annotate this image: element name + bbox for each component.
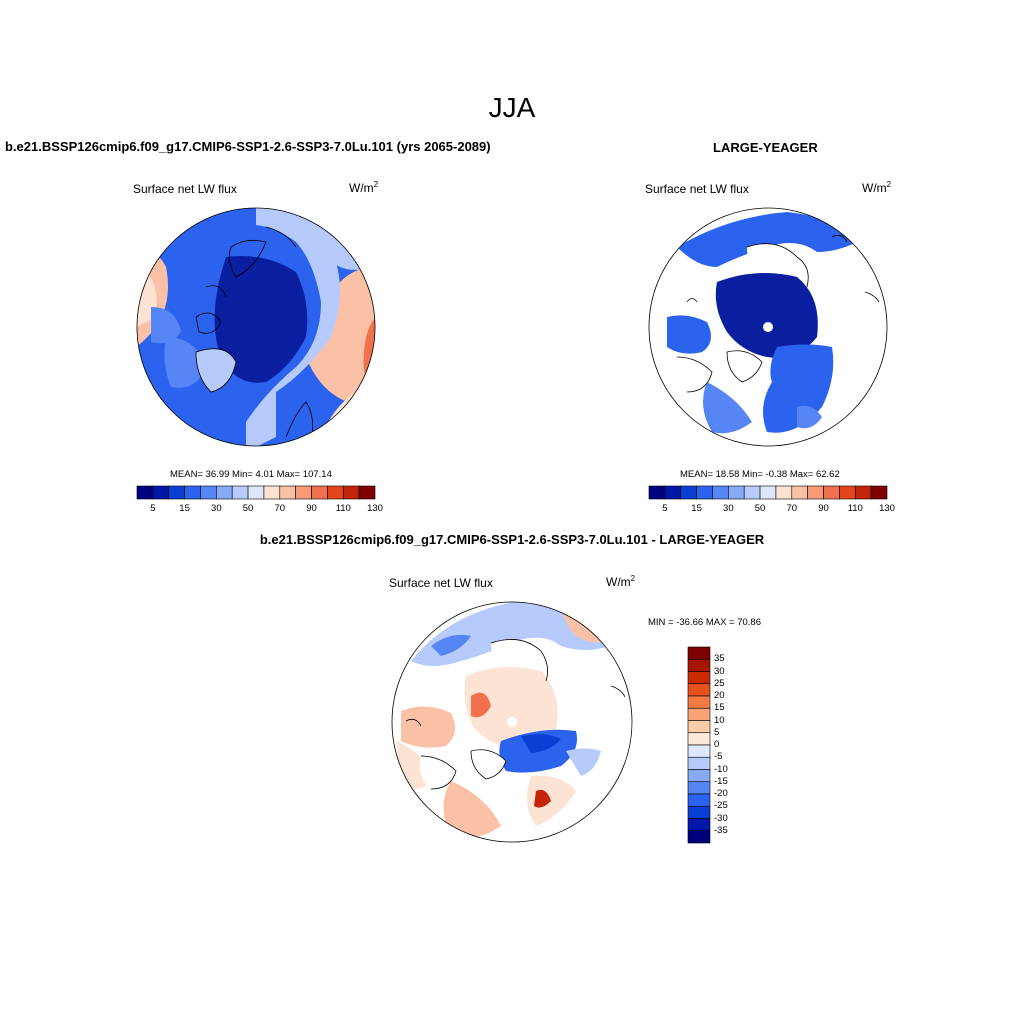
colorbar-swatch bbox=[279, 485, 296, 500]
colorbar-swatch bbox=[311, 485, 328, 500]
colorbar-swatch bbox=[775, 485, 793, 500]
colorbar-tick-label: 70 bbox=[274, 503, 286, 514]
colorbar-swatch bbox=[687, 744, 711, 758]
colorbar-swatch bbox=[295, 485, 312, 500]
colorbar-swatch bbox=[358, 485, 376, 500]
obs-colorbar bbox=[648, 485, 888, 500]
colorbar-swatch bbox=[712, 485, 729, 500]
colorbar-tick-label: -30 bbox=[714, 812, 728, 824]
colorbar-tick-label: 50 bbox=[754, 503, 766, 514]
obs-polar-map bbox=[648, 207, 888, 447]
colorbar-tick-label: 30 bbox=[714, 665, 725, 677]
colorbar-swatch bbox=[200, 485, 217, 500]
obs-variable-label: Surface net LW flux bbox=[645, 182, 749, 196]
colorbar-swatch bbox=[216, 485, 233, 500]
colorbar-tick-label: 50 bbox=[242, 503, 254, 514]
colorbar-tick-label: -35 bbox=[714, 824, 728, 836]
colorbar-swatch bbox=[759, 485, 777, 500]
colorbar-swatch bbox=[728, 485, 745, 500]
colorbar-swatch bbox=[687, 793, 711, 807]
colorbar-tick-label: 130 bbox=[367, 503, 383, 514]
colorbar-swatch bbox=[687, 756, 711, 770]
colorbar-tick-label: 15 bbox=[714, 702, 725, 714]
colorbar-swatch bbox=[680, 485, 697, 500]
colorbar-swatch bbox=[136, 485, 154, 500]
colorbar-tick-label: -15 bbox=[714, 775, 728, 787]
colorbar-swatch bbox=[687, 683, 711, 697]
colorbar-tick-label: 90 bbox=[306, 503, 317, 514]
colorbar-swatch bbox=[247, 485, 265, 500]
colorbar-tick-label: 5 bbox=[714, 726, 720, 738]
colorbar-tick-label: -20 bbox=[714, 788, 728, 799]
colorbar-swatch bbox=[687, 695, 711, 709]
model-panel-title: b.e21.BSSP126cmip6.f09_g17.CMIP6-SSP1-2.… bbox=[5, 139, 491, 154]
colorbar-swatch bbox=[687, 671, 711, 685]
colorbar-tick-label: 110 bbox=[335, 503, 351, 514]
colorbar-tick-label: 0 bbox=[714, 739, 720, 750]
colorbar-swatch bbox=[687, 805, 711, 819]
colorbar-swatch bbox=[791, 485, 808, 500]
colorbar-swatch bbox=[870, 485, 888, 500]
colorbar-swatch bbox=[687, 720, 711, 734]
figure-title: JJA bbox=[488, 92, 536, 123]
colorbar-swatch bbox=[687, 769, 711, 783]
diff-units-label: W/m2 bbox=[606, 574, 636, 589]
colorbar-tick-label: -10 bbox=[714, 763, 728, 775]
model-variable-label: Surface net LW flux bbox=[133, 182, 237, 196]
colorbar-tick-label: 5 bbox=[150, 503, 156, 514]
colorbar-swatch bbox=[664, 485, 682, 500]
colorbar-swatch bbox=[687, 818, 711, 832]
colorbar-swatch bbox=[854, 485, 872, 500]
colorbar-tick-label: 130 bbox=[879, 503, 895, 514]
obs-panel-title: LARGE-YEAGER bbox=[713, 140, 818, 155]
colorbar-tick-label: 30 bbox=[723, 503, 734, 514]
colorbar-tick-label: 10 bbox=[714, 714, 725, 726]
diff-variable-label: Surface net LW flux bbox=[389, 576, 493, 590]
colorbar-tick-label: 20 bbox=[714, 690, 725, 701]
colorbar-tick-label: 15 bbox=[691, 503, 702, 514]
colorbar-swatch bbox=[696, 485, 713, 500]
colorbar-swatch bbox=[839, 485, 856, 500]
obs-stats-text: MEAN= 18.58 Min= -0.38 Max= 62.62 bbox=[680, 469, 840, 480]
model-units-label: W/m2 bbox=[349, 180, 379, 195]
colorbar-tick-label: -5 bbox=[714, 751, 723, 763]
colorbar-tick-label: 35 bbox=[714, 653, 725, 665]
colorbar-swatch bbox=[342, 485, 360, 500]
colorbar-swatch bbox=[743, 485, 761, 500]
colorbar-swatch bbox=[687, 707, 711, 721]
colorbar-tick-label: 110 bbox=[847, 503, 863, 514]
colorbar-swatch bbox=[327, 485, 344, 500]
colorbar-tick-label: 15 bbox=[179, 503, 190, 514]
colorbar-swatch bbox=[648, 485, 666, 500]
colorbar-swatch bbox=[687, 658, 711, 672]
colorbar-swatch bbox=[823, 485, 840, 500]
colorbar-swatch bbox=[687, 781, 711, 795]
colorbar-tick-label: 5 bbox=[662, 503, 668, 514]
model-polar-map bbox=[136, 207, 376, 447]
model-stats-text: MEAN= 36.99 Min= 4.01 Max= 107.14 bbox=[170, 469, 332, 480]
colorbar-swatch bbox=[263, 485, 281, 500]
colorbar-tick-label: -25 bbox=[714, 800, 728, 812]
colorbar-swatch bbox=[152, 485, 170, 500]
colorbar-swatch bbox=[687, 732, 711, 746]
obs-units-label: W/m2 bbox=[862, 180, 892, 195]
colorbar-swatch bbox=[807, 485, 824, 500]
colorbar-tick-label: 30 bbox=[211, 503, 222, 514]
colorbar-tick-label: 90 bbox=[818, 503, 829, 514]
diff-stats-text: MIN = -36.66 MAX = 70.86 bbox=[648, 617, 762, 628]
diff-polar-map bbox=[391, 601, 633, 843]
colorbar-tick-label: 70 bbox=[786, 503, 798, 514]
colorbar-swatch bbox=[687, 646, 711, 660]
colorbar-swatch bbox=[168, 485, 185, 500]
colorbar-swatch bbox=[687, 830, 711, 844]
model-colorbar bbox=[136, 485, 376, 500]
colorbar-tick-label: 25 bbox=[714, 677, 725, 689]
colorbar-swatch bbox=[231, 485, 249, 500]
diff-colorbar bbox=[687, 646, 711, 844]
colorbar-swatch bbox=[184, 485, 201, 500]
diff-panel-title: b.e21.BSSP126cmip6.f09_g17.CMIP6-SSP1-2.… bbox=[259, 532, 765, 547]
